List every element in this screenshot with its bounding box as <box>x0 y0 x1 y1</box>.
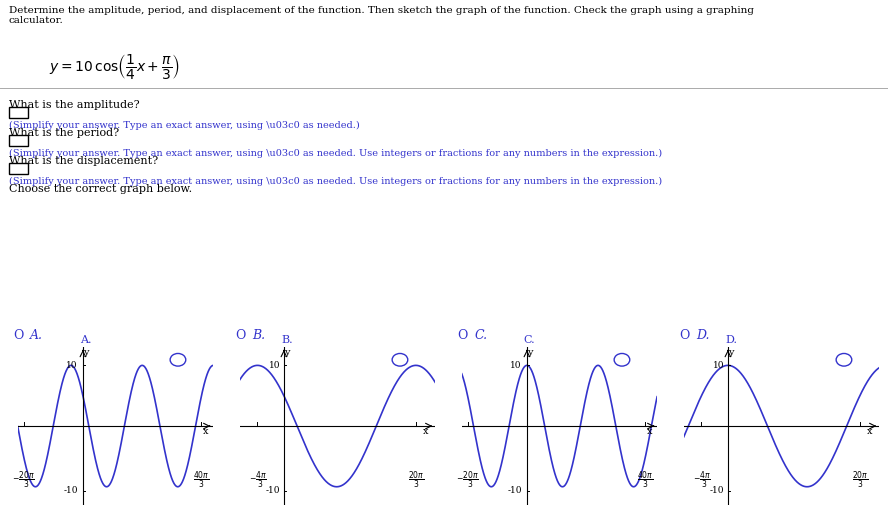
Text: $-\dfrac{20\pi}{3}$: $-\dfrac{20\pi}{3}$ <box>12 470 35 490</box>
Text: x: x <box>202 427 208 436</box>
Text: (Simplify your answer. Type an exact answer, using \u03c0 as needed.): (Simplify your answer. Type an exact ans… <box>9 121 360 130</box>
Text: O: O <box>679 329 690 342</box>
Text: $-\dfrac{4\pi}{3}$: $-\dfrac{4\pi}{3}$ <box>249 470 266 490</box>
Text: $y = 10\,\cos\!\left(\dfrac{1}{4}x+\dfrac{\pi}{3}\right)$: $y = 10\,\cos\!\left(\dfrac{1}{4}x+\dfra… <box>49 52 180 81</box>
Text: y: y <box>527 348 533 357</box>
Text: 10: 10 <box>67 361 77 370</box>
Text: x: x <box>646 427 652 436</box>
Text: $-\dfrac{20\pi}{3}$: $-\dfrac{20\pi}{3}$ <box>456 470 479 490</box>
Text: $\dfrac{40\pi}{3}$: $\dfrac{40\pi}{3}$ <box>638 470 654 490</box>
Text: A.: A. <box>80 335 91 345</box>
Text: -10: -10 <box>507 486 521 495</box>
FancyBboxPatch shape <box>9 163 28 174</box>
Text: (Simplify your answer. Type an exact answer, using \u03c0 as needed. Use integer: (Simplify your answer. Type an exact ans… <box>9 149 662 158</box>
Text: O: O <box>235 329 246 342</box>
Text: 10: 10 <box>511 361 521 370</box>
Text: $\dfrac{20\pi}{3}$: $\dfrac{20\pi}{3}$ <box>852 470 868 490</box>
Text: D.: D. <box>696 329 710 342</box>
Text: A.: A. <box>30 329 44 342</box>
Text: $-\dfrac{4\pi}{3}$: $-\dfrac{4\pi}{3}$ <box>693 470 710 490</box>
Text: y: y <box>83 348 89 357</box>
Text: 10: 10 <box>713 361 725 370</box>
Text: $\dfrac{40\pi}{3}$: $\dfrac{40\pi}{3}$ <box>194 470 210 490</box>
Text: O: O <box>13 329 24 342</box>
FancyBboxPatch shape <box>9 107 28 118</box>
Text: x: x <box>423 427 429 436</box>
Text: (Simplify your answer. Type an exact answer, using \u03c0 as needed. Use integer: (Simplify your answer. Type an exact ans… <box>9 177 662 186</box>
Text: x: x <box>867 427 873 436</box>
Text: -10: -10 <box>710 486 725 495</box>
Text: D.: D. <box>725 335 738 345</box>
Text: O: O <box>457 329 468 342</box>
Text: y: y <box>284 348 289 357</box>
Text: y: y <box>728 348 733 357</box>
Text: $\dfrac{20\pi}{3}$: $\dfrac{20\pi}{3}$ <box>408 470 424 490</box>
Text: What is the period?: What is the period? <box>9 128 119 138</box>
FancyBboxPatch shape <box>9 135 28 146</box>
Text: -10: -10 <box>63 486 77 495</box>
Text: B.: B. <box>252 329 266 342</box>
Text: C.: C. <box>524 335 535 345</box>
Text: Choose the correct graph below.: Choose the correct graph below. <box>9 184 192 194</box>
Text: B.: B. <box>281 335 293 345</box>
Text: C.: C. <box>474 329 488 342</box>
Text: What is the displacement?: What is the displacement? <box>9 156 158 166</box>
Text: Determine the amplitude, period, and displacement of the function. Then sketch t: Determine the amplitude, period, and dis… <box>9 6 754 25</box>
Text: 10: 10 <box>269 361 281 370</box>
Text: What is the amplitude?: What is the amplitude? <box>9 100 139 110</box>
Text: -10: -10 <box>266 486 281 495</box>
